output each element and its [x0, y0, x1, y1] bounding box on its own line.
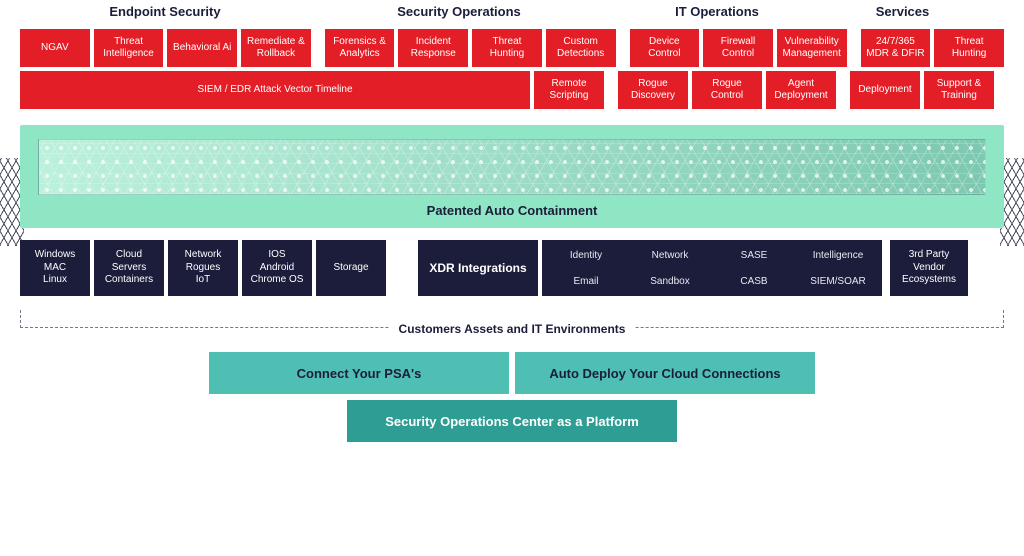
diagram-root: Endpoint Security Security Operations IT… [0, 0, 1024, 442]
tile-grid: NGAV Threat Intelligence Behavioral Ai R… [20, 29, 1004, 109]
tile-rogue-discovery: Rogue Discovery [618, 71, 688, 109]
tile-row-2: SIEM / EDR Attack Vector Timeline Remote… [20, 71, 1004, 109]
tile-custom-detect: Custom Detections [546, 29, 616, 67]
header-services: Services [830, 0, 975, 23]
xdr-sandbox: Sandbox [650, 276, 689, 287]
tile-threat-hunt-svc: Threat Hunting [934, 29, 1004, 67]
hex-mesh-icon [38, 139, 986, 195]
tile-remediate: Remediate & Rollback [241, 29, 311, 67]
tile-remote-script: Remote Scripting [534, 71, 604, 109]
tile-incident: Incident Response [398, 29, 468, 67]
tile-firewall-control: Firewall Control [703, 29, 773, 67]
xdr-sase: SASE [741, 250, 768, 261]
section-headers: Endpoint Security Security Operations IT… [20, 0, 1004, 23]
bracket-label: Customers Assets and IT Environments [389, 320, 636, 338]
tile-row-1: NGAV Threat Intelligence Behavioral Ai R… [20, 29, 1004, 67]
xdr-intel: Intelligence [813, 250, 864, 261]
bracket: Customers Assets and IT Environments [20, 310, 1004, 344]
tile-siem-timeline: SIEM / EDR Attack Vector Timeline [20, 71, 530, 109]
xdr-title: XDR Integrations [418, 240, 538, 296]
xdr-network: Network [652, 250, 689, 261]
tile-rogue-control: Rogue Control [692, 71, 762, 109]
xdr-siem-soar: SIEM/SOAR [810, 276, 866, 287]
tile-device-control: Device Control [630, 29, 700, 67]
xdr-casb: CASB [740, 276, 767, 287]
tile-behavioral-ai: Behavioral Ai [167, 29, 237, 67]
asset-storage: Storage [316, 240, 386, 296]
assets-row: WindowsMACLinux CloudServersContainers N… [20, 240, 1004, 296]
tile-forensics: Forensics & Analytics [325, 29, 395, 67]
teal-row: Connect Your PSA's Auto Deploy Your Clou… [20, 352, 1004, 394]
auto-deploy: Auto Deploy Your Cloud Connections [515, 352, 815, 394]
header-secops: Security Operations [314, 0, 604, 23]
header-endpoint: Endpoint Security [20, 0, 310, 23]
xdr-identity: Identity [570, 250, 602, 261]
tile-mdr-dfir: 24/7/365 MDR & DFIR [861, 29, 931, 67]
tile-support-training: Support & Training [924, 71, 994, 109]
soc-platform: Security Operations Center as a Platform [347, 400, 677, 442]
containment-label: Patented Auto Containment [38, 203, 986, 218]
xdr-grid: Identity Network SASE Intelligence Email… [542, 240, 882, 296]
containment-band: Patented Auto Containment [20, 125, 1004, 228]
tile-threat-intel: Threat Intelligence [94, 29, 164, 67]
header-itops: IT Operations [608, 0, 826, 23]
asset-network: NetworkRoguesIoT [168, 240, 238, 296]
xdr-email: Email [573, 276, 598, 287]
tile-vuln-mgmt: Vulnerability Management [777, 29, 847, 67]
tile-deployment: Deployment [850, 71, 920, 109]
asset-3rd-party: 3rd PartyVendorEcosystems [890, 240, 968, 296]
asset-mobile: IOSAndroidChrome OS [242, 240, 312, 296]
connect-psa: Connect Your PSA's [209, 352, 509, 394]
tile-ngav: NGAV [20, 29, 90, 67]
asset-os: WindowsMACLinux [20, 240, 90, 296]
asset-cloud: CloudServersContainers [94, 240, 164, 296]
tile-agent-deploy: Agent Deployment [766, 71, 836, 109]
tile-threat-hunting: Threat Hunting [472, 29, 542, 67]
